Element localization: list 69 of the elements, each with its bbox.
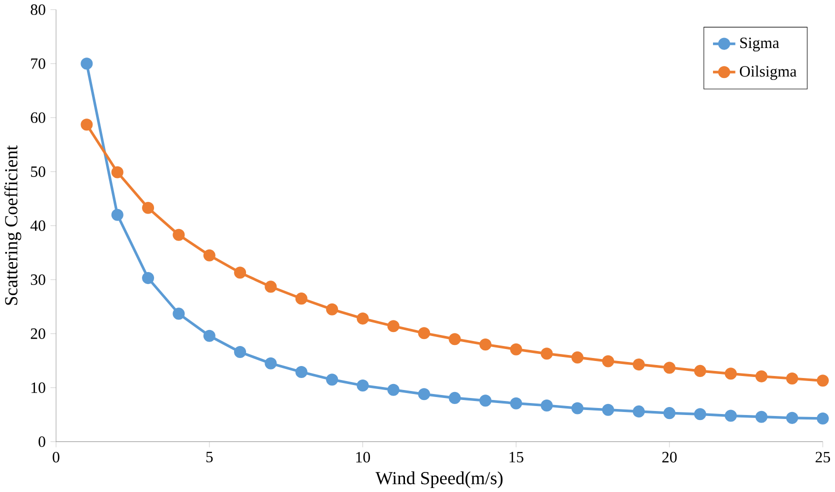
point [142, 272, 154, 284]
y-tick-label: 0 [38, 436, 46, 447]
point [540, 399, 553, 412]
point [264, 280, 277, 293]
point [816, 374, 829, 386]
point [694, 408, 706, 420]
x-tick-label: 5 [206, 452, 213, 462]
point [448, 332, 461, 345]
point [510, 343, 522, 356]
y-tick-label: 30 [30, 274, 46, 285]
point [510, 397, 522, 410]
point [234, 346, 246, 358]
point [786, 372, 798, 384]
legend-label: Oilsigma [740, 65, 797, 80]
point [602, 404, 614, 416]
point [295, 366, 308, 378]
y-tick-label: 70 [31, 58, 46, 69]
point [755, 410, 768, 423]
point [203, 330, 216, 342]
y-tick-label: 10 [32, 382, 46, 393]
y-tick-label: 20 [30, 328, 46, 339]
point [632, 358, 645, 370]
point [694, 364, 706, 377]
legend-label: Sigma [740, 37, 780, 52]
point [663, 406, 676, 419]
point [724, 367, 737, 380]
x-tick-label: 20 [662, 452, 677, 462]
point [540, 347, 553, 360]
y-tick-label: 80 [30, 4, 46, 15]
point [295, 292, 308, 304]
point [724, 410, 737, 422]
point [418, 388, 430, 400]
y-tick-label: 60 [30, 112, 46, 123]
y-tick-label: 50 [31, 166, 46, 177]
point [479, 338, 492, 350]
point [234, 266, 246, 278]
point [387, 384, 400, 396]
point [571, 402, 584, 414]
x-tick-label: 0 [52, 452, 60, 462]
point [632, 405, 645, 418]
x-tick-label: 25 [816, 452, 830, 462]
y-axis-title: Scattering Coefficient [4, 145, 22, 305]
point [142, 202, 154, 214]
point [755, 370, 768, 382]
point [816, 412, 829, 424]
x-tick-label: 15 [510, 452, 524, 462]
point [326, 303, 338, 316]
y-tick-label: 40 [30, 220, 46, 231]
point [203, 249, 216, 262]
point [111, 208, 124, 221]
point [80, 118, 93, 130]
point [786, 412, 798, 424]
point [111, 166, 124, 178]
x-axis-title: Wind Speed(m/s) [376, 471, 503, 488]
point [356, 312, 369, 324]
point [479, 394, 492, 406]
point [602, 355, 614, 368]
point [663, 362, 676, 374]
point [356, 379, 369, 392]
point [387, 320, 400, 332]
point [448, 392, 461, 404]
point [418, 326, 430, 339]
x-tick-label: 10 [356, 452, 370, 462]
point [571, 351, 584, 364]
point [172, 228, 185, 241]
point [80, 57, 93, 70]
point [326, 373, 338, 386]
point [172, 307, 185, 320]
point [264, 357, 277, 370]
